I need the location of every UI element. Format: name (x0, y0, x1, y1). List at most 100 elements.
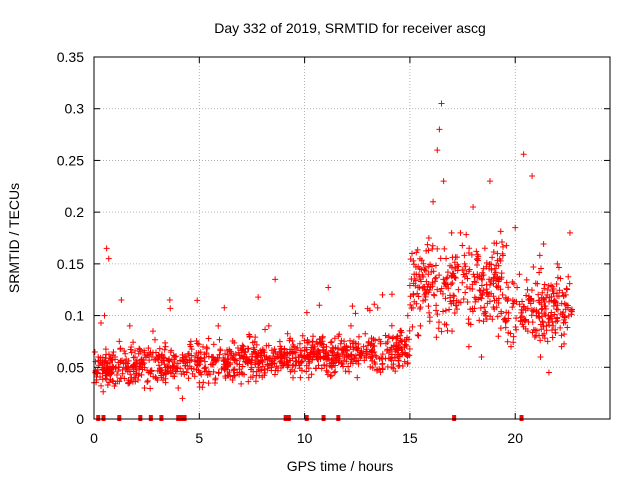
data-point (156, 365, 163, 372)
data-point (422, 289, 429, 296)
data-point (320, 347, 327, 354)
data-point (185, 375, 192, 382)
data-point (536, 252, 543, 259)
data-point (201, 365, 208, 372)
data-point (136, 365, 143, 372)
data-point (457, 299, 464, 306)
data-point (137, 346, 144, 353)
data-point (345, 352, 352, 359)
data-point (303, 346, 310, 353)
data-point (440, 276, 447, 283)
data-point (434, 147, 441, 154)
data-point (133, 366, 140, 373)
data-point (368, 335, 375, 342)
data-point (563, 301, 570, 308)
data-point (212, 380, 219, 387)
data-point (222, 374, 229, 381)
data-point (407, 301, 414, 308)
data-point (448, 273, 455, 280)
data-point (145, 352, 152, 359)
data-point (107, 376, 114, 383)
data-point (197, 349, 204, 356)
data-point (411, 271, 418, 278)
data-point (403, 343, 410, 350)
data-point (253, 372, 260, 379)
data-point (255, 294, 262, 301)
data-point (248, 364, 255, 371)
data-point (495, 262, 502, 269)
data-point (161, 355, 168, 362)
data-point (372, 337, 379, 344)
data-point (325, 284, 332, 291)
data-point (367, 363, 374, 370)
data-point (480, 318, 487, 325)
data-point (355, 344, 362, 351)
data-point (187, 343, 194, 350)
data-point (401, 358, 408, 365)
x-axis-marker (286, 415, 291, 421)
data-point (154, 376, 161, 383)
data-point (455, 286, 462, 293)
data-point (361, 357, 368, 364)
x-axis-marker (182, 415, 187, 421)
data-point (304, 354, 311, 361)
data-point (436, 319, 443, 326)
data-point (194, 297, 201, 304)
data-point (296, 340, 303, 347)
data-point (416, 255, 423, 262)
data-point (423, 278, 430, 285)
data-point (341, 343, 348, 350)
data-point (128, 349, 135, 356)
data-point (476, 273, 483, 280)
data-point (553, 306, 560, 313)
data-point (430, 198, 437, 205)
data-point (229, 377, 236, 384)
data-point (554, 274, 561, 281)
data-point (290, 341, 297, 348)
data-point (203, 344, 210, 351)
data-point (448, 272, 455, 279)
data-point (552, 318, 559, 325)
data-point (536, 332, 543, 339)
data-point (453, 297, 460, 304)
data-point (144, 377, 151, 384)
data-point (568, 306, 575, 313)
data-point (226, 346, 233, 353)
data-point (323, 367, 330, 374)
x-axis-marker (96, 415, 101, 421)
data-point (107, 363, 114, 370)
data-point (477, 288, 484, 295)
data-point (197, 355, 204, 362)
data-point (101, 358, 108, 365)
data-point (388, 291, 395, 298)
data-point (471, 305, 478, 312)
data-point (454, 267, 461, 274)
data-point (158, 372, 165, 379)
data-point (110, 348, 117, 355)
data-point (126, 322, 133, 329)
data-point (342, 368, 349, 375)
data-point (409, 250, 416, 257)
data-point (115, 359, 122, 366)
data-point (410, 261, 417, 268)
data-point (278, 360, 285, 367)
data-point (423, 247, 430, 254)
data-point (406, 346, 413, 353)
data-point (530, 263, 537, 270)
data-point (341, 338, 348, 345)
data-point (434, 311, 441, 318)
data-point (377, 369, 384, 376)
data-point (465, 316, 472, 323)
x-axis-marker (321, 415, 326, 421)
data-point (461, 252, 468, 259)
data-point (449, 280, 456, 287)
data-point (252, 334, 259, 341)
data-point (491, 265, 498, 272)
data-point (516, 271, 523, 278)
x-axis-marker (176, 415, 181, 421)
data-point (517, 317, 524, 324)
data-point (565, 312, 572, 319)
data-point (195, 341, 202, 348)
data-point (415, 293, 422, 300)
data-point (479, 269, 486, 276)
